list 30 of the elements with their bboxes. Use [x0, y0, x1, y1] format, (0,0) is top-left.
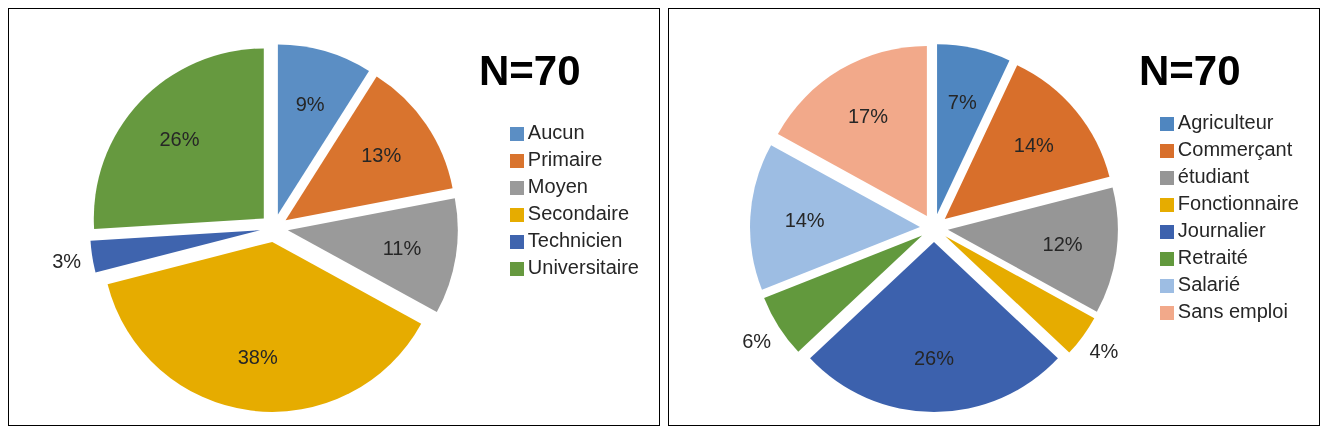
data-label: 12% [1042, 233, 1083, 256]
data-label: 11% [382, 237, 422, 260]
legend-label: Journalier [1177, 219, 1266, 241]
legend-label: Sans emploi [1177, 300, 1288, 322]
legend-label: Moyen [527, 175, 588, 197]
data-label: 38% [237, 345, 278, 368]
data-label: 13% [361, 144, 402, 167]
legend-label: Retraité [1177, 246, 1248, 268]
legend-label: Universitaire [527, 256, 639, 278]
data-label: 9% [295, 92, 325, 115]
legend-label: Primaire [527, 148, 603, 170]
legend-label: Commerçant [1177, 138, 1293, 160]
data-label: 7% [947, 90, 977, 113]
legend-label: Agriculteur [1177, 111, 1274, 133]
data-label: 17% [848, 105, 889, 128]
data-label: 26% [913, 346, 955, 369]
data-label: 14% [784, 208, 825, 231]
data-label: 14% [1013, 134, 1055, 157]
legend-label: Technicien [527, 229, 623, 251]
data-label: 26% [159, 128, 200, 151]
legend-label: Salarié [1177, 273, 1241, 295]
legend-label: Fonctionnaire [1177, 192, 1299, 214]
legend-label: Secondaire [527, 202, 630, 224]
chart-title: N=70 [479, 47, 581, 95]
legend-label: étudiant [1177, 165, 1249, 187]
data-label: 3% [52, 249, 82, 272]
data-label: 4% [1089, 340, 1119, 363]
chart-title: N=70 [1139, 47, 1241, 95]
legend-label: Aucun [527, 121, 585, 143]
data-label: 6% [742, 329, 772, 352]
